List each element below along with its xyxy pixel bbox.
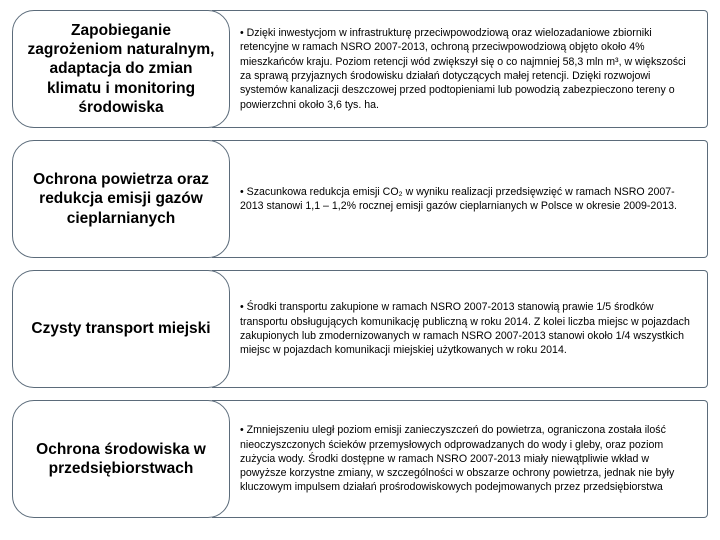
row-2-content-cell: • Szacunkowa redukcja emisji CO₂ w wynik…	[212, 140, 708, 258]
row-2-title-cell: Ochrona powietrza oraz redukcja emisji g…	[12, 140, 230, 258]
row-4-title: Ochrona środowiska w przedsiębiorstwach	[27, 440, 215, 479]
row-4-content-cell: • Zmniejszeniu uległ poziom emisji zanie…	[212, 400, 708, 518]
row-1-bullet: • Dzięki inwestycjom w infrastrukturę pr…	[240, 26, 693, 112]
row-1: Zapobieganie zagrożeniom naturalnym, ada…	[12, 10, 708, 128]
row-3-content-cell: • Środki transportu zakupione w ramach N…	[212, 270, 708, 388]
row-4-bullet: • Zmniejszeniu uległ poziom emisji zanie…	[240, 423, 693, 494]
row-3-bullet: • Środki transportu zakupione w ramach N…	[240, 300, 693, 357]
row-1-title-cell: Zapobieganie zagrożeniom naturalnym, ada…	[12, 10, 230, 128]
row-2-title: Ochrona powietrza oraz redukcja emisji g…	[27, 170, 215, 228]
row-2: Ochrona powietrza oraz redukcja emisji g…	[12, 140, 708, 258]
row-2-bullet: • Szacunkowa redukcja emisji CO₂ w wynik…	[240, 185, 693, 214]
row-4-title-cell: Ochrona środowiska w przedsiębiorstwach	[12, 400, 230, 518]
row-3-title: Czysty transport miejski	[31, 319, 210, 338]
row-1-content-cell: • Dzięki inwestycjom w infrastrukturę pr…	[212, 10, 708, 128]
row-3-title-cell: Czysty transport miejski	[12, 270, 230, 388]
row-3: Czysty transport miejski • Środki transp…	[12, 270, 708, 388]
row-1-title: Zapobieganie zagrożeniom naturalnym, ada…	[27, 21, 215, 118]
row-4: Ochrona środowiska w przedsiębiorstwach …	[12, 400, 708, 518]
